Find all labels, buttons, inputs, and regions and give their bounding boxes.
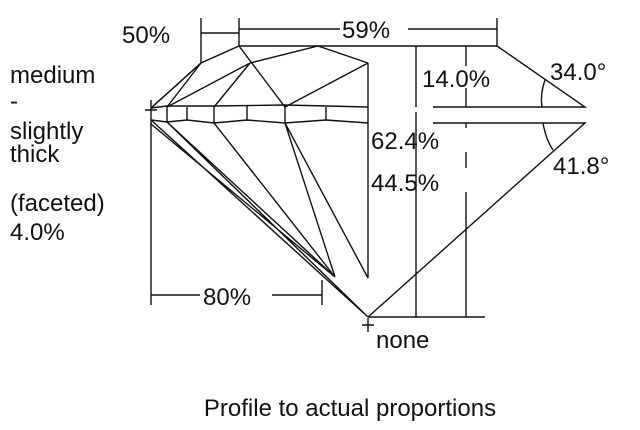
culet-cross <box>362 318 374 332</box>
pavilion-angle-arc <box>542 122 554 151</box>
girdle-label-line: slightly <box>10 118 83 145</box>
star-length-label: 50% <box>122 22 170 49</box>
pavilion-depth-label: 44.5% <box>371 170 439 197</box>
pavilion-angle-label: 41.8° <box>553 153 609 180</box>
girdle-label-line: (faceted) <box>10 190 105 217</box>
table-percent-label: 59% <box>342 17 390 44</box>
girdle-thickness-label: medium - slightly thick (faceted) 4.0% <box>10 62 105 246</box>
girdle-label-line: medium <box>10 62 95 89</box>
total-depth-label: 62.4% <box>371 128 439 155</box>
crown-angle-arc <box>540 79 546 108</box>
crown-angle-label: 34.0° <box>550 59 606 86</box>
dimension-lines <box>145 18 498 332</box>
crown-height-label: 14.0% <box>422 66 490 93</box>
culet-label: none <box>376 327 429 354</box>
girdle-label-line: 4.0% <box>10 219 65 246</box>
girdle-label-line: - <box>10 88 18 115</box>
caption: Profile to actual proportions <box>204 395 496 422</box>
lower-half-label: 80% <box>203 284 251 311</box>
girdle-label-line: thick <box>10 141 60 168</box>
girdle-cross <box>145 100 157 125</box>
diamond-outline <box>150 45 588 318</box>
